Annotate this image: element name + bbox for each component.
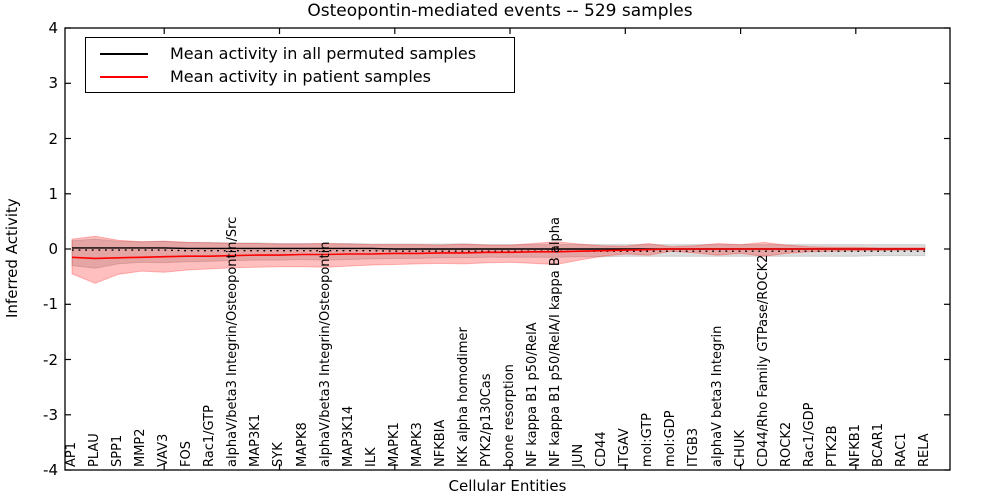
y-tick-label: 1 — [48, 184, 58, 203]
x-tick-label: SPP1 — [110, 434, 126, 467]
x-tick-label: CD44 — [594, 431, 610, 467]
legend-label-patient: Mean activity in patient samples — [170, 67, 431, 86]
legend-line-sample-red — [100, 75, 148, 78]
x-tick-label: JUN — [571, 443, 587, 467]
x-tick-label: MMP2 — [133, 428, 149, 467]
y-tick-label: -1 — [43, 295, 58, 314]
y-tick-label: 0 — [48, 240, 58, 258]
x-tick-label: bone resorption — [502, 364, 518, 467]
x-tick-label: ITGB3 — [686, 427, 702, 467]
x-tick-label: Rac1/GTP — [202, 405, 218, 467]
legend-label-permuted: Mean activity in all permuted samples — [170, 44, 477, 63]
chart-title: Osteopontin-mediated events -- 529 sampl… — [307, 1, 693, 21]
x-tick-label: ILK — [363, 447, 379, 467]
y-tick-label: 3 — [48, 74, 58, 93]
x-tick-label: RAC1 — [893, 432, 909, 467]
x-tick-label: NFKB1 — [847, 424, 863, 467]
x-tick-label: SYK — [271, 442, 287, 467]
x-tick-label: CD44/Rho Family GTPase/ROCK2 — [755, 254, 771, 467]
x-tick-label: ROCK2 — [778, 421, 794, 467]
legend-line-sample-black — [100, 52, 148, 55]
legend-box: Mean activity in all permuted samples Me… — [85, 37, 515, 93]
patient_mean-line — [71, 248, 925, 260]
y-tick-label: 4 — [48, 19, 58, 37]
x-tick-label: mol:GTP — [640, 413, 656, 467]
x-axis-label: Cellular Entities — [448, 477, 567, 495]
x-tick-label: alphaV/beta3 Integrin/Osteopontin — [317, 241, 333, 467]
x-tick-label: alphaV beta3 Integrin — [709, 325, 725, 467]
x-tick-label: Rac1/GDP — [801, 402, 817, 467]
x-tick-label: MAP3K14 — [340, 405, 356, 467]
y-tick-label: 2 — [48, 129, 58, 148]
x-tick-label: MAP3K1 — [248, 413, 264, 467]
x-tick-label: NFKBIA — [432, 419, 448, 467]
permuted_band — [71, 238, 926, 269]
x-tick-label: BCAR1 — [870, 423, 886, 467]
x-tick-label: mol:GDP — [663, 410, 679, 467]
x-tick-label: MAPK1 — [386, 422, 402, 467]
patient_band — [71, 235, 926, 284]
x-tick-label: PLAU — [87, 433, 103, 467]
y-tick-label: -3 — [43, 405, 58, 424]
x-tick-label: AP1 — [64, 441, 79, 467]
x-tick-label: NF kappa B1 p50/RelA/I kappa B alpha — [548, 217, 564, 467]
x-tick-label: VAV3 — [156, 433, 172, 467]
x-tick-label: PYK2/p130Cas — [478, 373, 494, 467]
legend-entry-permuted: Mean activity in all permuted samples — [100, 42, 504, 65]
x-tick-label: NF kappa B1 p50/RelA — [525, 322, 541, 467]
x-tick-label: MAPK8 — [294, 422, 310, 467]
x-tick-label: FOS — [179, 441, 195, 467]
y-tick-label: -4 — [43, 461, 58, 479]
y-tick-label: -2 — [43, 350, 58, 369]
x-tick-label: PTK2B — [824, 425, 840, 468]
legend-entry-patient: Mean activity in patient samples — [100, 65, 504, 88]
x-tick-label: alphaV/beta3 Integrin/Osteopontin/Src — [225, 216, 241, 467]
x-tick-label: IKK alpha homodimer — [455, 327, 471, 467]
x-tick-label: RELA — [917, 433, 932, 467]
x-tick-label: ITGAV — [617, 428, 633, 467]
x-tick-label: MAPK3 — [409, 422, 425, 467]
x-tick-label: CHUK — [732, 430, 748, 467]
